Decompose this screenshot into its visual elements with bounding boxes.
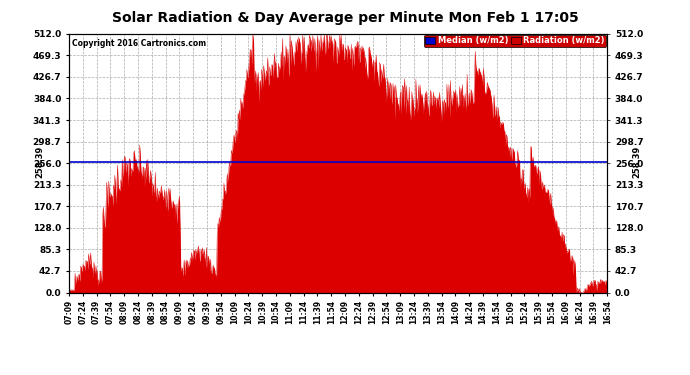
Text: 258.39: 258.39: [35, 146, 44, 178]
Text: Solar Radiation & Day Average per Minute Mon Feb 1 17:05: Solar Radiation & Day Average per Minute…: [112, 11, 578, 25]
Text: Copyright 2016 Cartronics.com: Copyright 2016 Cartronics.com: [72, 39, 206, 48]
Legend: Median (w/m2), Radiation (w/m2): Median (w/m2), Radiation (w/m2): [424, 34, 607, 47]
Text: 258.39: 258.39: [632, 146, 641, 178]
